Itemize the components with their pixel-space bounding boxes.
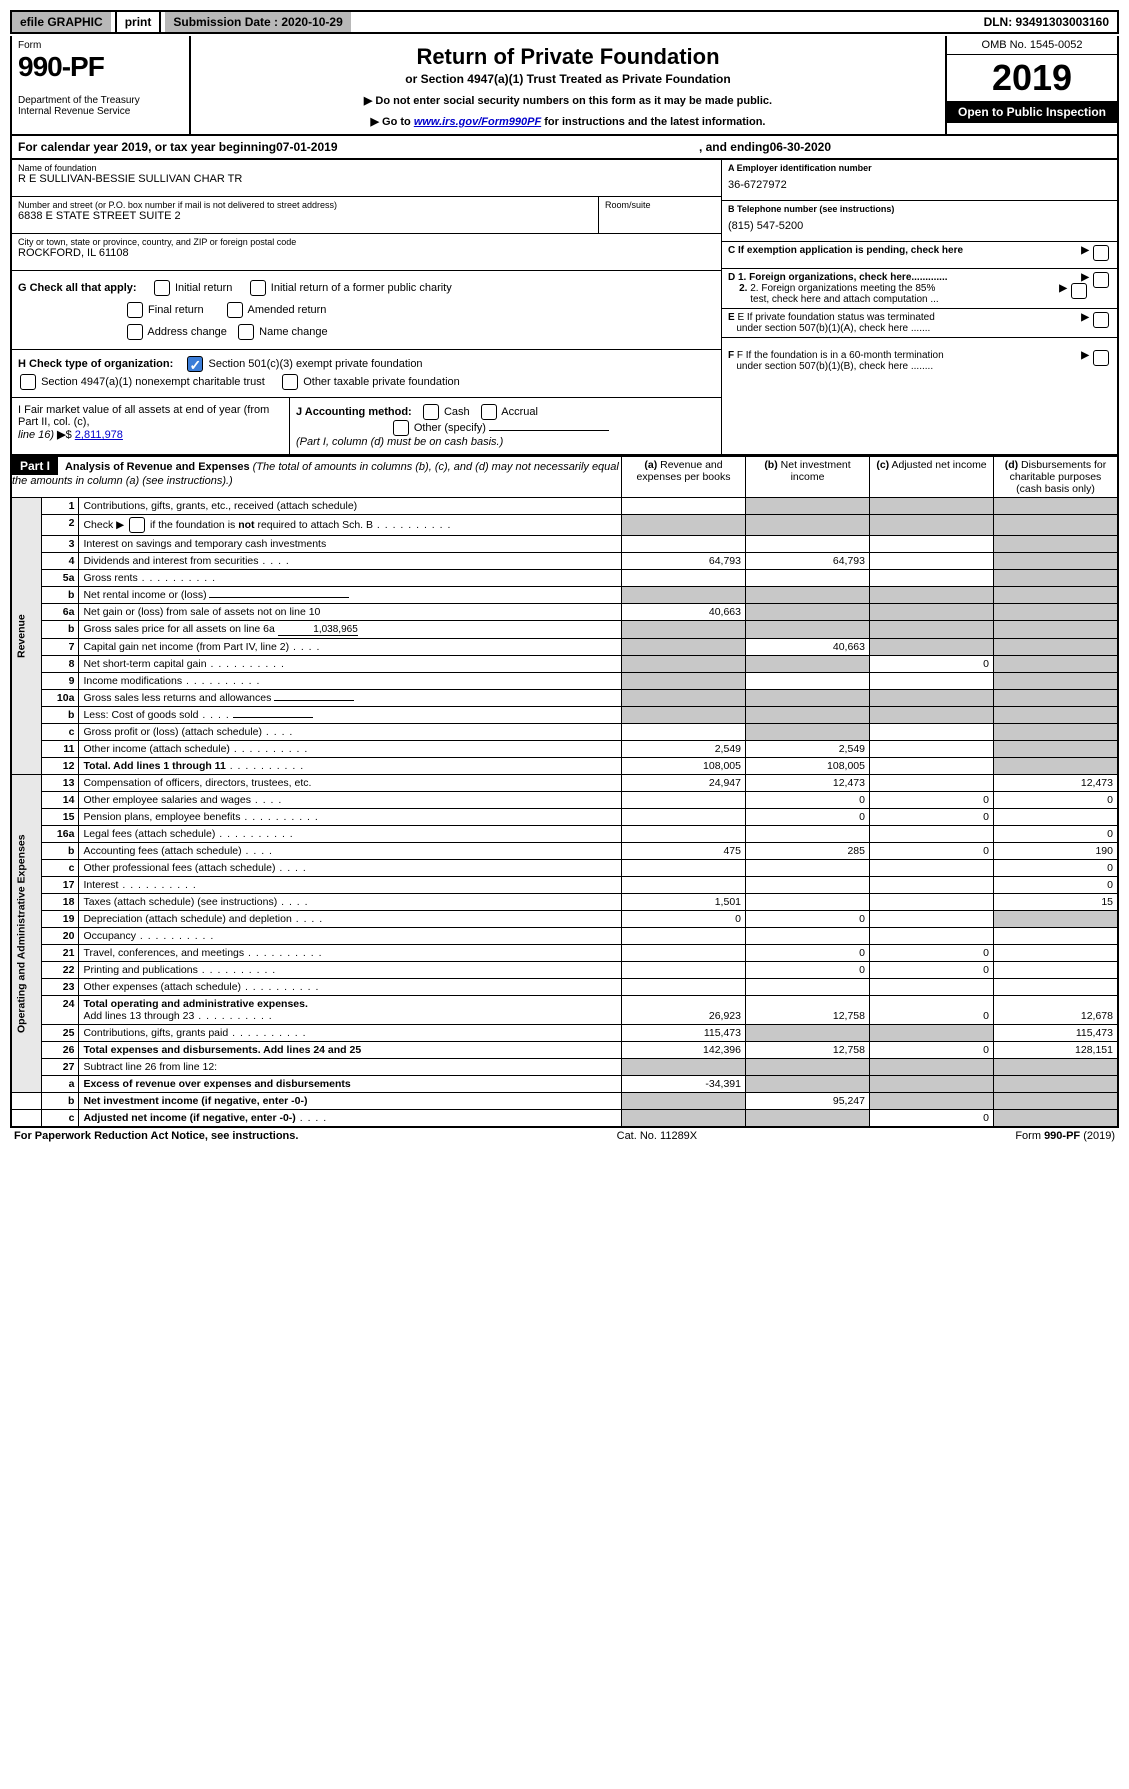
l7-b: 40,663: [746, 639, 870, 656]
form-number: 990-PF: [18, 51, 183, 83]
status-terminated-checkbox[interactable]: [1093, 312, 1109, 328]
top-bar: efile GRAPHIC print Submission Date : 20…: [10, 10, 1119, 34]
tel-value: (815) 547-5200: [728, 214, 1111, 238]
open-public-badge: Open to Public Inspection: [947, 101, 1117, 123]
footer-left: For Paperwork Reduction Act Notice, see …: [14, 1130, 298, 1142]
ein-value: 36-6727972: [728, 173, 1111, 197]
form-subtitle: or Section 4947(a)(1) Trust Treated as P…: [197, 72, 939, 86]
instruction-link-row: ▶ Go to www.irs.gov/Form990PF for instru…: [197, 115, 939, 128]
accrual-checkbox[interactable]: [481, 404, 497, 420]
col-d-header: (d) Disbursements for charitable purpose…: [994, 457, 1119, 498]
room-label: Room/suite: [605, 200, 715, 210]
l4-b: 64,793: [746, 553, 870, 570]
dln-label: DLN: 93491303003160: [976, 12, 1117, 32]
irs-link[interactable]: www.irs.gov/Form990PF: [414, 116, 541, 128]
col-a-header: (a) Revenue and expenses per books: [622, 457, 746, 498]
entity-info: Name of foundation R E SULLIVAN-BESSIE S…: [10, 160, 1119, 456]
year-end: 06-30-2020: [770, 140, 831, 154]
city-state-zip: ROCKFORD, IL 61108: [18, 247, 715, 259]
sch-b-checkbox[interactable]: [129, 517, 145, 533]
col-c-header: (c) Adjusted net income: [870, 457, 994, 498]
cash-checkbox[interactable]: [423, 404, 439, 420]
l27b-b: 95,247: [746, 1093, 870, 1110]
section-g: G Check all that apply: Initial return I…: [12, 271, 721, 350]
print-button[interactable]: print: [115, 12, 162, 32]
foreign-org-checkbox[interactable]: [1093, 272, 1109, 288]
l11-a: 2,549: [622, 741, 746, 758]
col-b-header: (b) Net investment income: [746, 457, 870, 498]
efile-label: efile GRAPHIC: [12, 12, 111, 32]
address-change-checkbox[interactable]: [127, 324, 143, 340]
tax-year: 2019: [947, 55, 1117, 101]
amended-return-checkbox[interactable]: [227, 302, 243, 318]
dept-treasury: Department of the Treasury: [18, 95, 183, 106]
omb-number: OMB No. 1545-0052: [947, 36, 1117, 55]
foundation-name: R E SULLIVAN-BESSIE SULLIVAN CHAR TR: [18, 173, 715, 185]
initial-former-checkbox[interactable]: [250, 280, 266, 296]
final-return-checkbox[interactable]: [127, 302, 143, 318]
year-begin: 07-01-2019: [276, 140, 337, 154]
l11-b: 2,549: [746, 741, 870, 758]
section-j: J Accounting method: Cash Accrual Other …: [290, 398, 721, 454]
footer-catno: Cat. No. 11289X: [617, 1130, 698, 1142]
form-title: Return of Private Foundation: [197, 44, 939, 70]
submission-date: Submission Date : 2020-10-29: [165, 12, 350, 32]
fmv-value[interactable]: 2,811,978: [75, 429, 123, 441]
form-header: Form 990-PF Department of the Treasury I…: [10, 36, 1119, 136]
form-label: Form: [18, 40, 183, 51]
name-change-checkbox[interactable]: [238, 324, 254, 340]
l27a-a: -34,391: [622, 1076, 746, 1093]
l4-a: 64,793: [622, 553, 746, 570]
section-i: I Fair market value of all assets at end…: [12, 398, 290, 454]
part1-table: Part I Analysis of Revenue and Expenses …: [10, 456, 1119, 1128]
exemption-pending-checkbox[interactable]: [1093, 245, 1109, 261]
l27c-c: 0: [870, 1110, 994, 1128]
ein-label: A Employer identification number: [728, 163, 872, 173]
revenue-side-label: Revenue: [11, 498, 42, 775]
dept-irs: Internal Revenue Service: [18, 106, 183, 117]
city-label: City or town, state or province, country…: [18, 237, 715, 247]
foreign-85pct-checkbox[interactable]: [1071, 283, 1087, 299]
expenses-side-label: Operating and Administrative Expenses: [11, 775, 42, 1093]
501c3-checkbox[interactable]: [187, 356, 203, 372]
4947-checkbox[interactable]: [20, 374, 36, 390]
street-address: 6838 E STATE STREET SUITE 2: [18, 210, 592, 222]
l12-a: 108,005: [622, 758, 746, 775]
section-h: H Check type of organization: Section 50…: [12, 350, 721, 398]
other-taxable-checkbox[interactable]: [282, 374, 298, 390]
l8-c: 0: [870, 656, 994, 673]
60-month-checkbox[interactable]: [1093, 350, 1109, 366]
footer-form: Form 990-PF (2019): [1015, 1130, 1115, 1142]
other-method-checkbox[interactable]: [393, 420, 409, 436]
page-footer: For Paperwork Reduction Act Notice, see …: [10, 1128, 1119, 1144]
instruction-ssn: ▶ Do not enter social security numbers o…: [197, 94, 939, 107]
addr-label: Number and street (or P.O. box number if…: [18, 200, 592, 210]
tel-label: B Telephone number (see instructions): [728, 204, 894, 214]
name-label: Name of foundation: [18, 163, 715, 173]
initial-return-checkbox[interactable]: [154, 280, 170, 296]
l6b-val: 1,038,965: [278, 624, 358, 636]
l12-b: 108,005: [746, 758, 870, 775]
l6a-a: 40,663: [622, 604, 746, 621]
calendar-year-row: For calendar year 2019, or tax year begi…: [10, 136, 1119, 160]
